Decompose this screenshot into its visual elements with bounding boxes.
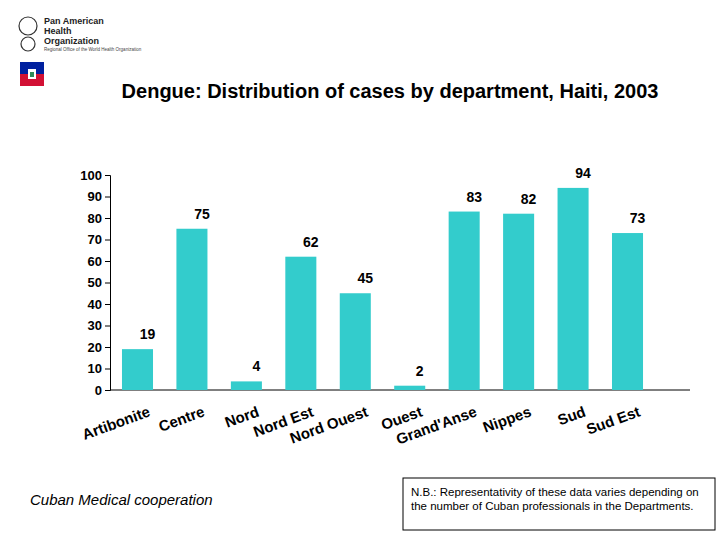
bar [449, 212, 480, 390]
bar [285, 257, 316, 390]
bar [394, 386, 425, 390]
x-tick: Sud Est [584, 390, 642, 438]
bar [122, 349, 153, 390]
y-tick-mark [105, 197, 110, 198]
y-tick: 0 [95, 383, 110, 398]
note-text: N.B.: Representativity of these data var… [411, 486, 699, 512]
x-tick: Sud [555, 390, 587, 428]
x-tick: Nippes [481, 390, 534, 436]
y-tick: 30 [88, 318, 110, 333]
y-tick-mark [105, 261, 110, 262]
title: Dengue: Distribution of cases by departm… [122, 80, 659, 102]
y-tick: 90 [88, 189, 110, 204]
x-tick-label: Centre [156, 403, 206, 435]
bars [122, 188, 643, 390]
data-label: 2 [416, 363, 424, 379]
bar [176, 229, 207, 390]
x-tick: Artibonite [80, 390, 152, 443]
x-axis: ArtiboniteCentreNordNord EstNord OuestOu… [80, 390, 690, 447]
y-tick-mark [105, 304, 110, 305]
y-tick-label: 80 [88, 211, 102, 226]
data-label: 45 [357, 270, 373, 286]
bar [231, 381, 262, 390]
x-tick-label: Nippes [481, 403, 534, 436]
logo: Pan AmericanHealthOrganizationRegional O… [19, 16, 142, 52]
data-label: 82 [521, 191, 537, 207]
logo-text: Organization [44, 36, 99, 46]
note-box [403, 478, 715, 530]
x-tick: Centre [156, 390, 206, 435]
x-tick-label: Artibonite [80, 403, 152, 443]
chart: Pan AmericanHealthOrganizationRegional O… [0, 0, 720, 540]
y-tick: 10 [88, 361, 110, 376]
y-tick-label: 30 [88, 318, 102, 333]
y-axis: 0 10 20 30 40 50 60 70 80 90 100 [80, 168, 110, 398]
y-tick: 80 [88, 211, 110, 226]
logo-globe [21, 37, 35, 51]
y-tick-label: 20 [88, 340, 102, 355]
y-tick-mark [105, 369, 110, 370]
x-tick: Nord Ouest [287, 390, 370, 447]
bar [558, 188, 589, 390]
bar [340, 293, 371, 390]
data-label: 62 [303, 234, 319, 250]
y-tick-mark [105, 175, 110, 176]
source-note: Cuban Medical cooperation [30, 491, 213, 508]
y-tick-mark [105, 326, 110, 327]
data-label: 73 [630, 210, 646, 226]
y-tick-label: 60 [88, 254, 102, 269]
y-tick-mark [105, 283, 110, 284]
flag [20, 62, 44, 86]
logo-subtitle: Regional Office of the World Health Orga… [44, 47, 142, 52]
y-tick-mark [105, 390, 110, 391]
logo-globe [19, 17, 37, 35]
data-label: 4 [252, 358, 260, 374]
bar [503, 214, 534, 390]
data-label: 94 [575, 165, 591, 181]
x-tick-label: Sud Est [584, 403, 642, 438]
y-tick: 60 [88, 254, 110, 269]
data-labels: 19 75 4 62 45 2 83 82 94 73 [140, 165, 646, 379]
x-tick-label: Nord Ouest [287, 403, 370, 447]
bar [612, 233, 643, 390]
y-tick-label: 50 [88, 275, 102, 290]
x-tick-label: Grand'Anse [394, 403, 479, 448]
flag-part [28, 69, 36, 79]
y-tick: 20 [88, 340, 110, 355]
y-tick-mark [105, 347, 110, 348]
y-tick: 70 [88, 232, 110, 247]
y-tick-label: 100 [80, 168, 102, 183]
y-tick-label: 10 [88, 361, 102, 376]
data-label: 75 [194, 206, 210, 222]
y-tick: 50 [88, 275, 110, 290]
data-label: 83 [466, 189, 482, 205]
logo-text: Health [44, 26, 72, 36]
logo-text: Pan American [44, 16, 104, 26]
y-tick-label: 90 [88, 189, 102, 204]
x-tick: Grand'Anse [394, 390, 479, 447]
y-tick: 100 [80, 168, 110, 183]
x-tick-label: Sud [555, 403, 587, 429]
y-tick-mark [105, 218, 110, 219]
y-axis-line [105, 176, 111, 391]
flag-part [30, 72, 34, 77]
y-tick: 40 [88, 297, 110, 312]
y-tick-label: 40 [88, 297, 102, 312]
data-label: 19 [140, 326, 156, 342]
y-tick-label: 70 [88, 232, 102, 247]
y-tick-mark [105, 240, 110, 241]
y-tick-label: 0 [95, 383, 102, 398]
